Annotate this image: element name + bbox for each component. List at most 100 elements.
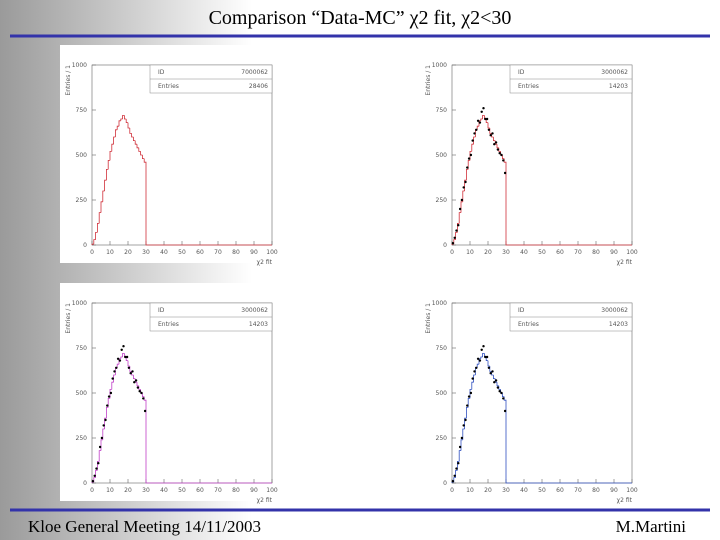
point-part [500, 153, 503, 157]
histogram-bin [469, 151, 472, 161]
stats-id-label: ID [518, 307, 525, 314]
x-tick-label: 50 [538, 487, 546, 494]
histogram-bin [502, 393, 505, 397]
histogram-bin [107, 398, 110, 408]
y-tick-label: 250 [76, 435, 88, 442]
x-axis-label: χ2 fit [257, 497, 273, 504]
histogram-bin [480, 118, 483, 121]
histogram-bin [122, 115, 125, 119]
x-tick-label: 50 [538, 249, 546, 256]
histogram-bin [502, 155, 505, 159]
x-tick-label: 40 [520, 487, 528, 494]
point-part [494, 141, 498, 144]
point-part [467, 157, 471, 160]
point-part [455, 467, 458, 470]
stats-id: 3000062 [601, 69, 628, 76]
stats-entries: 28406 [249, 83, 268, 90]
x-tick-label: 60 [556, 249, 564, 256]
histogram-bin [116, 363, 119, 368]
data-point [143, 409, 147, 413]
y-tick-label: 1000 [432, 62, 447, 69]
histogram-bin [136, 382, 139, 387]
histogram-bin [466, 169, 469, 181]
histogram-bin [98, 212, 101, 224]
histogram-bin [125, 119, 128, 123]
data-point [476, 357, 480, 360]
data-point [462, 186, 465, 189]
histogram-bin [93, 239, 96, 245]
data-point [453, 236, 456, 239]
data-point [138, 390, 141, 393]
stats-id-label: ID [158, 69, 165, 76]
histogram-bin [469, 389, 472, 399]
data-point [466, 404, 469, 407]
histogram-bin [107, 160, 110, 170]
point-part [455, 229, 458, 232]
histogram-bin [91, 243, 94, 245]
histogram-bin [466, 407, 469, 419]
y-tick-label: 250 [436, 197, 448, 204]
y-tick-label: 500 [436, 152, 448, 159]
histogram-bin [471, 381, 474, 390]
histogram-bin [104, 179, 107, 191]
y-tick-label: 500 [436, 390, 448, 397]
histogram-bin [109, 389, 112, 399]
point-part [473, 370, 476, 373]
data-point [487, 366, 491, 369]
data-point [127, 366, 131, 369]
point-part [484, 117, 487, 121]
data-point [500, 153, 503, 157]
histogram-bin [111, 143, 114, 152]
histogram-bin [100, 201, 103, 213]
point-part [491, 132, 494, 135]
point-part [489, 372, 492, 375]
data-point [453, 474, 456, 477]
data-point [460, 198, 464, 202]
x-tick-label: 30 [502, 249, 510, 256]
data-point [98, 445, 102, 449]
point-part [93, 474, 96, 477]
point-part [482, 107, 485, 110]
x-tick-label: 100 [266, 249, 278, 256]
histogram-bin [473, 374, 476, 383]
histogram-bin [467, 398, 470, 408]
data-point [494, 141, 498, 144]
x-tick-label: 80 [232, 487, 240, 494]
point-part [469, 391, 473, 395]
point-part [466, 166, 469, 169]
histogram-bin [467, 160, 470, 170]
x-tick-label: 100 [266, 487, 278, 494]
y-axis-label: Entries / 1 [65, 65, 72, 96]
point-part [496, 148, 500, 151]
y-tick-label: 1000 [72, 62, 87, 69]
point-part [496, 386, 500, 389]
histogram-bin [485, 357, 488, 361]
data-point [120, 348, 123, 351]
data-point [106, 404, 109, 407]
x-tick-label: 40 [160, 487, 168, 494]
x-axis-label: χ2 fit [257, 259, 273, 266]
x-tick-label: 40 [160, 249, 168, 256]
data-point [116, 357, 120, 360]
point-part [97, 462, 100, 465]
point-part [133, 381, 136, 384]
x-tick-label: 80 [232, 249, 240, 256]
y-tick-label: 0 [443, 242, 447, 249]
x-tick-label: 20 [484, 487, 492, 494]
point-part [457, 462, 460, 465]
data-point [115, 366, 118, 369]
point-part [140, 391, 143, 395]
histogram-bin [487, 360, 490, 367]
y-tick-label: 0 [443, 480, 447, 487]
footer-right: M.Martini [616, 517, 687, 536]
x-tick-label: 70 [214, 487, 222, 494]
data-point [503, 409, 507, 413]
data-point [491, 370, 494, 373]
stats-entries-label: Entries [518, 83, 539, 90]
x-tick-label: 60 [556, 487, 564, 494]
point-part [451, 242, 455, 245]
histogram-bin [122, 353, 125, 357]
point-part [453, 474, 456, 477]
point-part [129, 372, 132, 375]
